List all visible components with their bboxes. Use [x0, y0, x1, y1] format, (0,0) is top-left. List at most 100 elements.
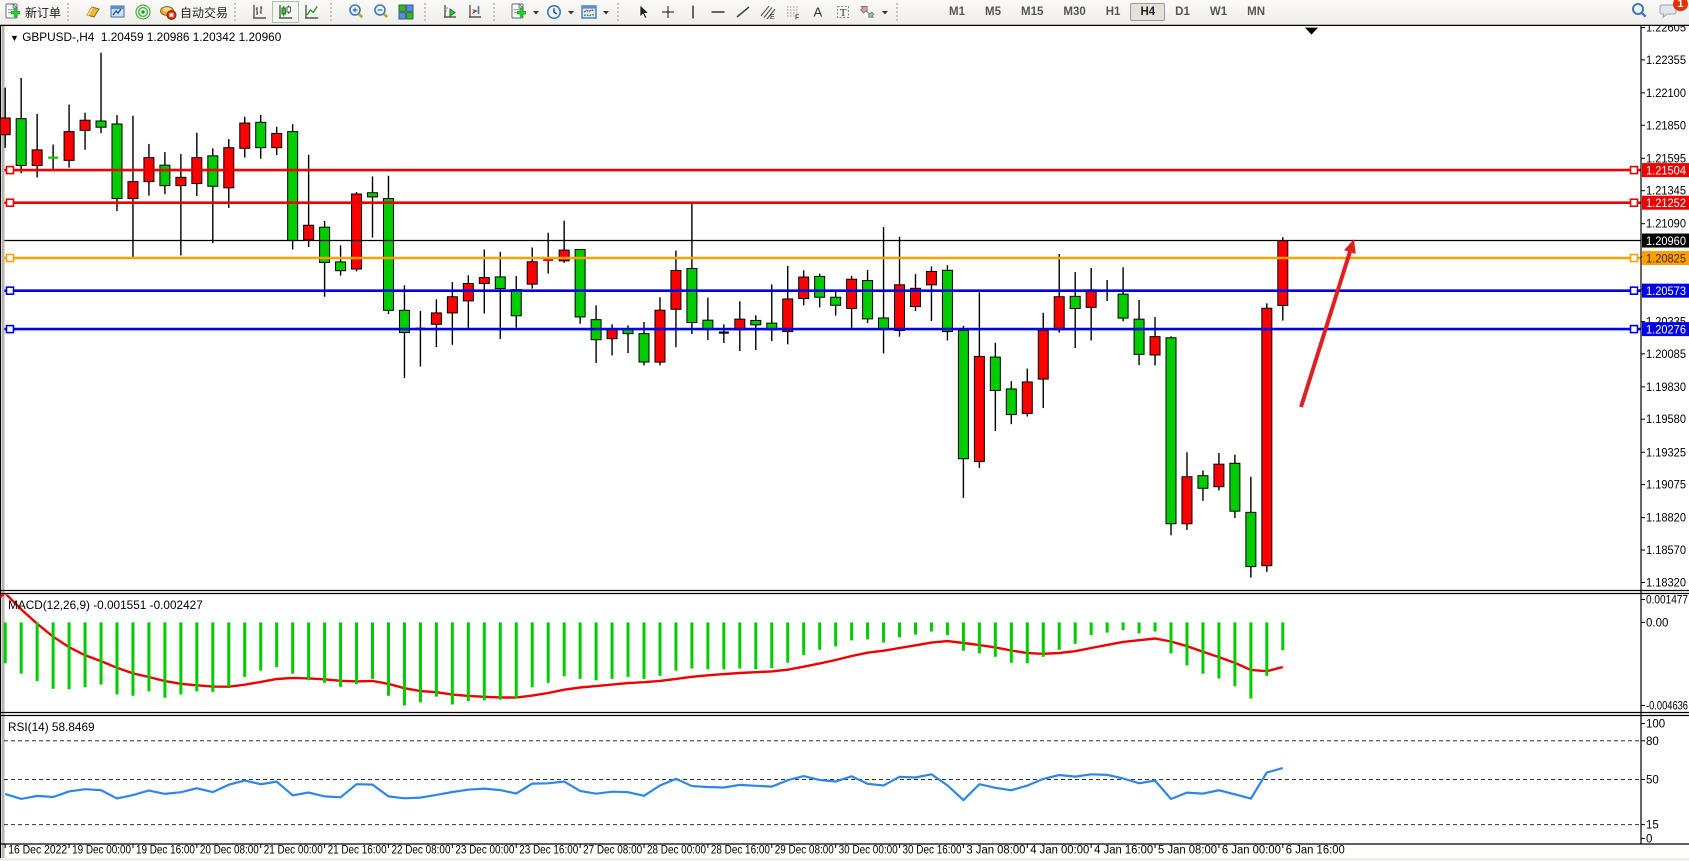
- candle[interactable]: [494, 251, 506, 339]
- candle[interactable]: [574, 248, 586, 324]
- arrows-dropdown-icon[interactable]: [880, 2, 890, 22]
- indicators-icon[interactable]: [506, 2, 531, 22]
- candle[interactable]: [798, 270, 810, 306]
- candle[interactable]: [335, 245, 347, 276]
- candle[interactable]: [15, 78, 27, 174]
- line-handle[interactable]: [5, 324, 15, 334]
- vertical-line-icon[interactable]: [680, 2, 705, 22]
- chart-shift-marker[interactable]: [1305, 27, 1318, 35]
- candle[interactable]: [1261, 303, 1273, 572]
- cursor-icon[interactable]: [630, 2, 655, 22]
- candle[interactable]: [255, 114, 267, 159]
- candle[interactable]: [63, 104, 75, 168]
- candle[interactable]: [830, 291, 842, 316]
- navigator-icon[interactable]: [105, 2, 130, 22]
- candle[interactable]: [127, 115, 139, 259]
- candle[interactable]: [430, 299, 442, 348]
- candle[interactable]: [973, 292, 985, 468]
- timeframe-h4[interactable]: H4: [1130, 3, 1166, 21]
- candle[interactable]: [239, 116, 251, 158]
- candle[interactable]: [558, 220, 570, 263]
- timeframe-m30[interactable]: M30: [1063, 6, 1086, 18]
- candle[interactable]: [909, 274, 921, 312]
- autotrade-icon[interactable]: [155, 2, 180, 22]
- line-handle[interactable]: [5, 286, 15, 295]
- candle[interactable]: [95, 52, 107, 134]
- candle[interactable]: [862, 270, 874, 324]
- candle[interactable]: [478, 249, 490, 314]
- candle[interactable]: [925, 266, 937, 321]
- candle[interactable]: [287, 124, 299, 250]
- line-handle[interactable]: [1629, 324, 1639, 334]
- line-handle[interactable]: [1629, 165, 1639, 175]
- candle[interactable]: [1181, 452, 1193, 530]
- candle[interactable]: [686, 203, 698, 335]
- crosshair-icon[interactable]: [655, 2, 680, 22]
- chart-shift-icon[interactable]: [462, 2, 487, 22]
- line-handle[interactable]: [5, 198, 15, 208]
- timeframe-d1[interactable]: D1: [1175, 6, 1190, 18]
- horizontal-line-icon[interactable]: [705, 2, 730, 22]
- line-handle[interactable]: [5, 165, 15, 175]
- candle[interactable]: [0, 87, 11, 148]
- grid-icon[interactable]: F: [780, 2, 805, 22]
- autotrade-button[interactable]: 自动交易: [180, 5, 229, 20]
- candle[interactable]: [79, 112, 91, 150]
- timeframe-m15[interactable]: M15: [1021, 6, 1044, 18]
- search-icon[interactable]: [1629, 1, 1649, 24]
- candle[interactable]: [894, 236, 906, 337]
- candle[interactable]: [462, 275, 474, 329]
- text-icon[interactable]: A: [805, 2, 830, 22]
- candle[interactable]: [846, 275, 858, 330]
- text-label-icon[interactable]: T: [830, 2, 855, 22]
- candle[interactable]: [1229, 454, 1241, 519]
- indicators-dropdown-icon[interactable]: [531, 2, 541, 22]
- candle[interactable]: [1165, 336, 1177, 536]
- auto-scroll-icon[interactable]: [437, 2, 462, 22]
- candle[interactable]: [31, 113, 43, 178]
- candle[interactable]: [48, 144, 59, 172]
- candle[interactable]: [111, 115, 123, 212]
- timeframe-mn[interactable]: MN: [1247, 6, 1265, 18]
- candle[interactable]: [223, 139, 235, 208]
- candle[interactable]: [1213, 452, 1225, 491]
- candle[interactable]: [1005, 381, 1017, 425]
- templates-dropdown-icon[interactable]: [601, 2, 611, 22]
- periods-dropdown-icon[interactable]: [566, 2, 576, 22]
- arrows-icon[interactable]: [855, 2, 880, 22]
- candle[interactable]: [750, 315, 762, 351]
- candle[interactable]: [526, 247, 538, 289]
- timeframe-w1[interactable]: W1: [1209, 6, 1228, 18]
- line-handle[interactable]: [5, 253, 15, 263]
- candle[interactable]: [271, 126, 283, 156]
- line-handle[interactable]: [1629, 253, 1639, 263]
- candle[interactable]: [543, 232, 554, 274]
- candlestick-chart-icon[interactable]: [272, 1, 300, 23]
- collapse-icon[interactable]: ▼: [10, 33, 19, 43]
- zoom-out-icon[interactable]: [368, 2, 393, 22]
- new-order-button[interactable]: 新订单: [25, 5, 62, 20]
- line-handle[interactable]: [1629, 286, 1639, 295]
- candle[interactable]: [446, 282, 458, 345]
- chat-icon[interactable]: 1: [1659, 0, 1688, 24]
- market-watch-icon[interactable]: [80, 2, 105, 22]
- candle[interactable]: [718, 324, 729, 344]
- templates-icon[interactable]: [576, 2, 601, 22]
- bar-chart-icon[interactable]: [247, 2, 272, 22]
- timeframe-m5[interactable]: M5: [985, 6, 1001, 18]
- candle[interactable]: [1245, 476, 1257, 578]
- candle[interactable]: [1021, 368, 1033, 417]
- candle[interactable]: [398, 285, 410, 378]
- new-order-icon[interactable]: [0, 2, 25, 22]
- candle[interactable]: [1197, 470, 1209, 501]
- timeframe-m1[interactable]: M1: [949, 6, 966, 18]
- candle[interactable]: [367, 176, 379, 238]
- candle[interactable]: [654, 297, 666, 366]
- timeframe-h1[interactable]: H1: [1105, 6, 1121, 18]
- periods-icon[interactable]: [541, 2, 566, 22]
- candle[interactable]: [1117, 267, 1129, 322]
- candle[interactable]: [1133, 299, 1145, 366]
- tile-windows-icon[interactable]: [393, 2, 418, 22]
- trend-line-icon[interactable]: [730, 2, 755, 22]
- arrow-annotation[interactable]: [1299, 239, 1356, 408]
